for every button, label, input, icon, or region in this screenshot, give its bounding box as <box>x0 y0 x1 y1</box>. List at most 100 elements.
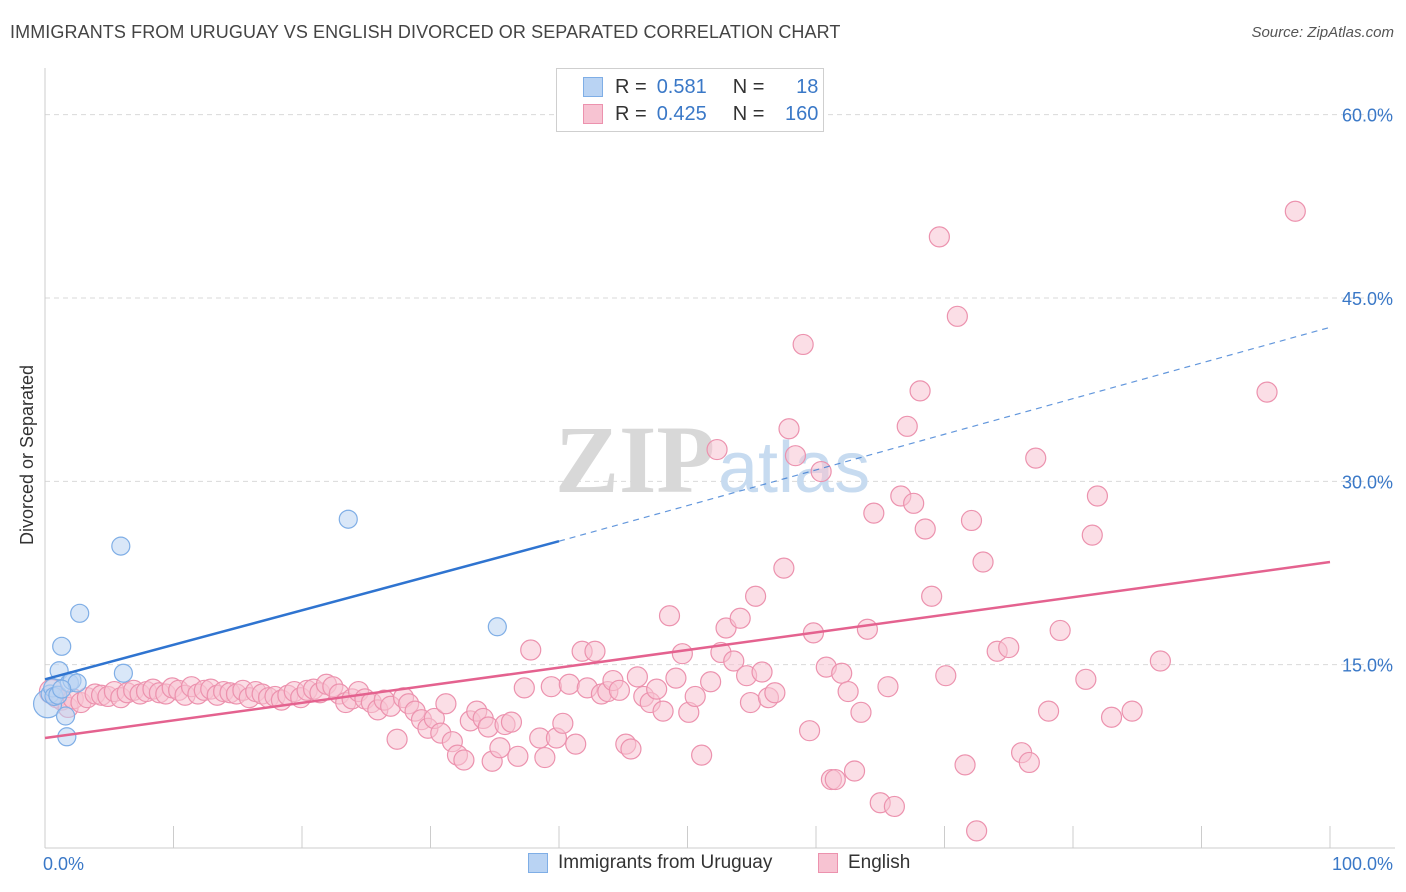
english-point <box>1284 200 1306 222</box>
english-point <box>540 676 562 698</box>
english-swatch <box>583 104 603 124</box>
english-point <box>1256 381 1278 403</box>
english-point <box>500 711 523 733</box>
legend-row-english: R = 0.425 N = 160 <box>583 102 818 126</box>
english-point <box>960 509 983 532</box>
english-point <box>928 226 950 248</box>
r-value-uruguay: 0.581 <box>656 75 707 98</box>
y-axis-label: Divorced or Separated <box>17 365 37 545</box>
n-value-english: 160 <box>785 102 819 125</box>
english-point <box>534 746 556 769</box>
r-label: R = <box>615 75 647 98</box>
english-point <box>751 661 773 683</box>
english-point <box>1037 700 1060 722</box>
x-tick-label: 0.0% <box>43 854 84 874</box>
gridlines <box>45 114 1395 666</box>
uruguay-swatch <box>528 853 548 873</box>
english-point <box>558 673 580 695</box>
english-point <box>914 518 936 540</box>
english-point <box>1049 619 1071 642</box>
uruguay-point <box>111 536 131 556</box>
watermark-atlas: atlas <box>718 428 870 508</box>
english-point <box>764 682 786 704</box>
english-point <box>513 677 535 699</box>
english-point <box>903 492 925 514</box>
english-point <box>620 738 642 760</box>
uruguay-trend-extension <box>558 326 1331 542</box>
english-swatch <box>818 853 838 873</box>
english-point <box>658 605 681 627</box>
english-point <box>1081 524 1103 546</box>
english-point <box>831 662 853 684</box>
uruguay-trend-line <box>44 540 560 681</box>
english-point <box>700 671 722 693</box>
tick-labels: 15.0% 30.0% 45.0% 60.0% 0.0% 100.0% <box>43 106 1393 874</box>
english-point <box>824 768 846 791</box>
uruguay-point <box>338 509 358 529</box>
english-point <box>1086 485 1109 507</box>
english-point <box>909 380 931 402</box>
english-point <box>883 795 905 818</box>
n-label: N = <box>732 102 765 125</box>
english-point <box>863 502 885 524</box>
english-point <box>453 749 475 771</box>
english-point <box>792 333 814 356</box>
english-point <box>837 680 859 703</box>
legend-row-uruguay: R = 0.581 N = 18 <box>583 75 818 99</box>
correlation-legend: R = 0.581 N = 18 R = 0.425 N = 160 <box>556 68 824 132</box>
english-point <box>1025 447 1047 469</box>
n-label: N = <box>732 75 765 98</box>
english-point <box>684 685 706 708</box>
english-point <box>810 460 832 483</box>
english-point <box>665 667 687 689</box>
english-point <box>646 678 668 700</box>
uruguay-point <box>487 617 507 637</box>
english-point <box>386 728 408 750</box>
english-point <box>489 737 511 759</box>
english-point <box>998 636 1020 659</box>
english-points <box>38 200 1306 842</box>
chart-title: IMMIGRANTS FROM URUGUAY VS ENGLISH DIVOR… <box>10 22 841 42</box>
x-tick-label: 100.0% <box>1332 854 1393 874</box>
watermark-zip: ZIP <box>555 406 715 513</box>
english-point <box>773 557 795 579</box>
english-point <box>935 665 957 687</box>
english-point <box>1149 650 1171 672</box>
english-point <box>856 618 879 640</box>
english-point <box>507 745 529 767</box>
english-point <box>671 643 693 665</box>
english-point <box>798 720 821 742</box>
english-point <box>921 585 943 607</box>
english-point <box>966 820 988 842</box>
english-point <box>706 438 728 461</box>
uruguay-swatch <box>583 77 603 97</box>
english-point <box>946 305 968 327</box>
english-point <box>739 691 762 714</box>
english-point <box>877 676 899 698</box>
english-point <box>954 754 976 776</box>
uruguay-point <box>70 603 90 623</box>
english-point <box>745 585 767 607</box>
english-point <box>691 744 713 766</box>
english-point <box>520 639 542 661</box>
bottom-legend-english: English <box>818 852 910 874</box>
english-point <box>584 640 606 662</box>
y-tick-label: 60.0% <box>1342 106 1393 126</box>
english-point <box>972 551 994 573</box>
uruguay-point <box>55 706 76 726</box>
uruguay-points <box>32 509 507 747</box>
uruguay-point <box>52 636 72 656</box>
english-point <box>1121 700 1143 722</box>
english-point <box>652 700 674 722</box>
bottom-legend-label-english: English <box>848 852 911 873</box>
english-point <box>729 607 751 629</box>
english-point <box>565 733 587 755</box>
english-trend-line <box>44 560 1331 740</box>
english-point <box>778 418 800 440</box>
r-value-english: 0.425 <box>656 102 707 125</box>
english-point <box>552 712 574 734</box>
english-point <box>1100 706 1123 728</box>
r-label: R = <box>615 102 647 125</box>
english-point <box>723 650 745 672</box>
